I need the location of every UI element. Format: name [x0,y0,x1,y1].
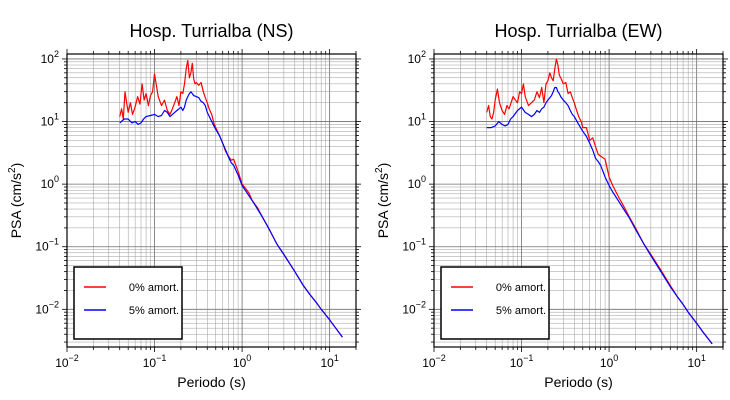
y-tick-label: 102 [41,49,59,66]
x-tick-label: 101 [687,353,705,370]
x-axis-label: Periodo (s) [177,374,245,390]
y-tick-label: 10−2 [35,299,59,316]
chart-panel-1: 10−2 10−1 100 101 10−2 10−1 100 101 102 Hosp. Tur… [7,21,361,390]
legend-label: 0% amort. [496,282,546,294]
x-tick-label: 10−2 [55,353,79,370]
legend-box [440,266,550,340]
legend: 0% amort. 5% amort. [440,266,550,340]
x-tick-label: 10−2 [422,353,446,370]
y-tick-label: 101 [41,112,59,129]
y-tick-label: 100 [41,174,59,191]
legend-box [73,266,183,340]
x-axis-label: Periodo (s) [544,374,612,390]
y-tick-label: 10−1 [35,237,59,254]
y-tick-label: 102 [408,49,426,66]
y-axis-label: PSA (cm/s2) [7,163,24,239]
y-tick-label: 10−1 [402,237,426,254]
legend-label: 5% amort. [129,305,179,317]
legend-label: 5% amort. [496,305,546,317]
series-line-damped [119,91,343,338]
chart-title: Hosp. Turrialba (NS) [129,21,293,41]
y-tick-label: 101 [408,112,426,129]
x-tick-label: 100 [233,353,251,370]
x-tick-label: 101 [320,353,338,370]
x-tick-label: 10−1 [510,353,534,370]
x-tick-label: 100 [600,353,618,370]
x-tick-label: 10−1 [143,353,167,370]
legend-label: 0% amort. [129,282,179,294]
chart-panel-2: 10−2 10−1 100 101 10−2 10−1 100 101 102 Hosp. Tur… [374,21,728,390]
plot-frame [66,53,357,348]
y-tick-label: 100 [408,174,426,191]
legend: 0% amort. 5% amort. [73,266,183,340]
y-tick-label: 10−2 [402,299,426,316]
y-axis-label: PSA (cm/s2) [374,163,391,239]
plot-frame [433,53,724,348]
series-line-damped [486,86,713,345]
grid [433,54,724,347]
chart-title: Hosp. Turrialba (EW) [494,21,662,41]
